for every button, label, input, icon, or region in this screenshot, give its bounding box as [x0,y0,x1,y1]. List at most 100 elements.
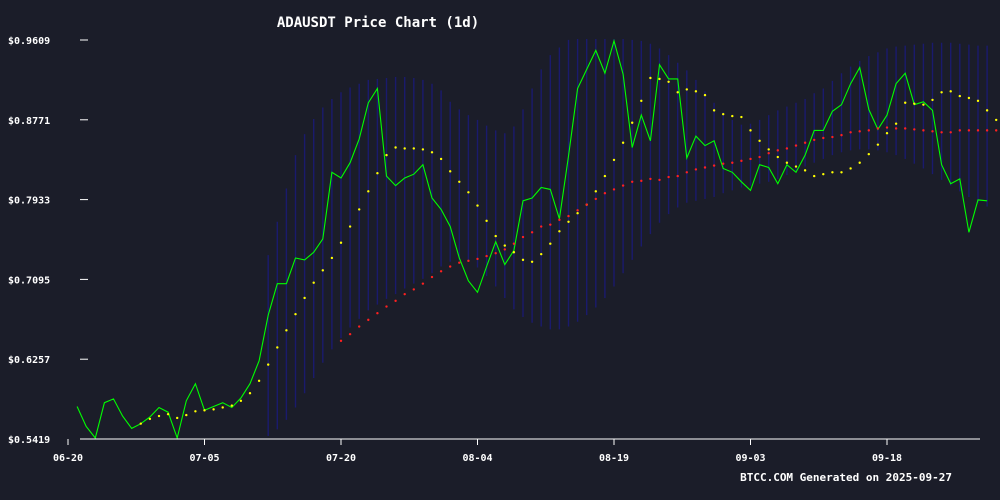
ema-long-point [831,135,834,139]
ema-long-point [412,288,415,291]
ema-short-point [458,180,461,183]
ema-short-point [376,172,379,175]
ema-long-point [667,175,670,179]
ema-short-point [467,191,470,194]
ema-short-point [995,118,998,122]
ema-short-point [185,413,188,417]
ema-short-point [822,172,825,176]
ema-short-point [358,208,361,211]
ema-long-point [603,192,607,195]
x-tick-label: 08-19 [599,453,629,464]
ema-short-point [667,80,670,84]
ema-short-point [494,234,497,238]
ema-long-point [394,299,397,303]
ema-long-point [621,184,625,187]
chart-title: ADAUSDT Price Chart (1d) [277,15,479,31]
ema-long-point [794,144,798,147]
ema-long-point [712,164,716,167]
ema-short-point [740,115,743,119]
ema-long-point [867,129,870,132]
ema-short-point [257,379,261,383]
ema-long-point [558,218,561,222]
ema-long-point [685,171,688,174]
ema-short-point [976,99,980,103]
ema-long-point [485,254,488,258]
ema-short-point [576,212,579,215]
ema-short-point [348,225,352,228]
ema-short-point [339,241,343,244]
ema-short-point [403,147,406,150]
ema-short-point [813,174,816,178]
ema-short-point [694,90,698,93]
ema-long-point [367,318,370,322]
ema-short-point [303,296,306,300]
ema-short-point [940,91,943,94]
ema-long-point [640,179,643,183]
ema-long-point [549,223,552,226]
ema-long-point [931,130,934,133]
axes: $0.9609 $0.8771 $0.7933 $0.7095 $0.6257 $0.54… [8,36,980,464]
ema-long-point [785,147,789,150]
x-tick-label: 07-05 [189,453,219,464]
ema-long-point [985,129,989,132]
ema-long-point [376,312,379,315]
ema-short-point [594,190,597,193]
ema-short-point [758,139,761,143]
ema-long-point [858,130,861,133]
ema-long-point [658,178,661,182]
ema-short-point [876,143,880,146]
ema-short-point [212,408,215,411]
x-tick-label: 09-18 [872,453,902,464]
ema-short-point [621,141,625,144]
ema-short-point [612,158,616,162]
ema-short-point [931,98,934,102]
ema-long-point [476,257,479,261]
ema-short-point [840,171,843,174]
ema-short-point [904,101,907,104]
ema-long-point [876,127,880,130]
ema-short-point [985,109,989,112]
ema-long-point [758,155,761,159]
ema-long-point [458,261,461,264]
ema-long-point [894,127,898,130]
ema-short-point [540,252,543,256]
y-tick-label: $0.9609 [8,36,50,47]
x-tick-label: 08-04 [462,453,492,464]
ema-long-point [449,265,452,268]
chart-footer: BTCC.COM Generated on 2025-09-27 [740,471,952,484]
x-tick-label: 09-03 [735,453,765,464]
ema-short-point [521,258,525,262]
price-line [76,38,988,440]
ema-long-point [631,180,634,183]
ema-short-point [894,122,898,125]
ema-long-point [949,131,952,134]
ema-long-point [503,248,506,251]
ema-short-point [512,251,516,254]
ema-long-point [967,129,971,132]
ema-short-point [267,363,270,366]
ema-short-point [430,151,434,154]
ema-short-point [166,412,170,416]
ema-short-point [885,132,889,135]
ema-long-point [849,131,852,134]
ema-long-point [767,152,770,155]
ema-short-point [785,161,789,164]
ema-long-point [649,177,652,181]
ema-long-point [385,305,388,308]
ema-short-point [476,204,479,207]
ema-long-point [922,129,925,132]
ema-short-point [867,152,870,156]
ema-short-point [194,410,197,413]
ema-short-point [603,174,607,178]
ema-long-point [840,133,843,137]
ema-long-point [612,188,616,191]
ema-short-point [567,220,570,223]
ema-short-point [749,129,752,132]
ema-short-point [176,416,179,420]
ema-short-point [367,190,370,193]
ema-short-point [439,157,443,161]
ema-long-point [530,231,534,234]
ema-short-point [221,406,224,409]
ema-short-point [549,242,552,245]
